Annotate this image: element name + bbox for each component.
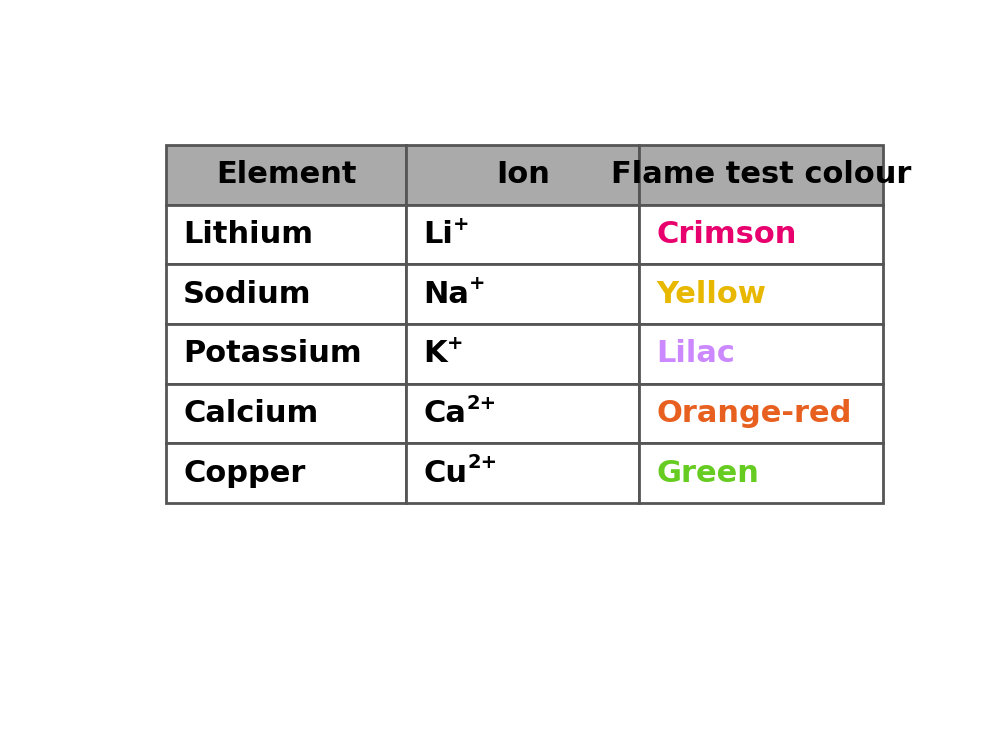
Bar (639, 145, 883, 205)
Bar (406, 264, 639, 324)
Text: Potassium: Potassium (183, 339, 362, 368)
Text: Na: Na (423, 280, 469, 308)
Text: Lithium: Lithium (183, 220, 313, 249)
Text: Green: Green (656, 458, 759, 488)
Bar (639, 383, 883, 443)
Bar (639, 205, 883, 264)
Bar (166, 145, 406, 205)
Text: Ca: Ca (423, 399, 466, 428)
Bar (406, 383, 639, 443)
Text: Flame test colour: Flame test colour (611, 160, 911, 189)
Bar (166, 383, 406, 443)
Bar (406, 443, 639, 503)
Bar (166, 324, 406, 383)
Text: Calcium: Calcium (183, 399, 318, 428)
Text: Yellow: Yellow (656, 280, 766, 308)
Bar (406, 205, 639, 264)
Bar (166, 264, 406, 324)
Text: +: + (469, 274, 486, 293)
Text: K: K (423, 339, 447, 368)
Text: Sodium: Sodium (183, 280, 312, 308)
Bar (166, 205, 406, 264)
Text: 2+: 2+ (466, 394, 496, 412)
Text: +: + (453, 214, 470, 234)
Text: 2+: 2+ (467, 454, 497, 472)
Bar (406, 324, 639, 383)
Text: Lilac: Lilac (656, 339, 735, 368)
Text: Cu: Cu (423, 458, 467, 488)
Bar (406, 145, 639, 205)
Text: Ion: Ion (496, 160, 550, 189)
Text: Copper: Copper (183, 458, 306, 488)
Text: Crimson: Crimson (656, 220, 797, 249)
Bar (639, 324, 883, 383)
Bar (166, 443, 406, 503)
Bar (639, 264, 883, 324)
Text: Element: Element (216, 160, 356, 189)
Text: +: + (447, 334, 463, 353)
Bar (639, 443, 883, 503)
Text: Orange-red: Orange-red (656, 399, 852, 428)
Text: Li: Li (423, 220, 453, 249)
